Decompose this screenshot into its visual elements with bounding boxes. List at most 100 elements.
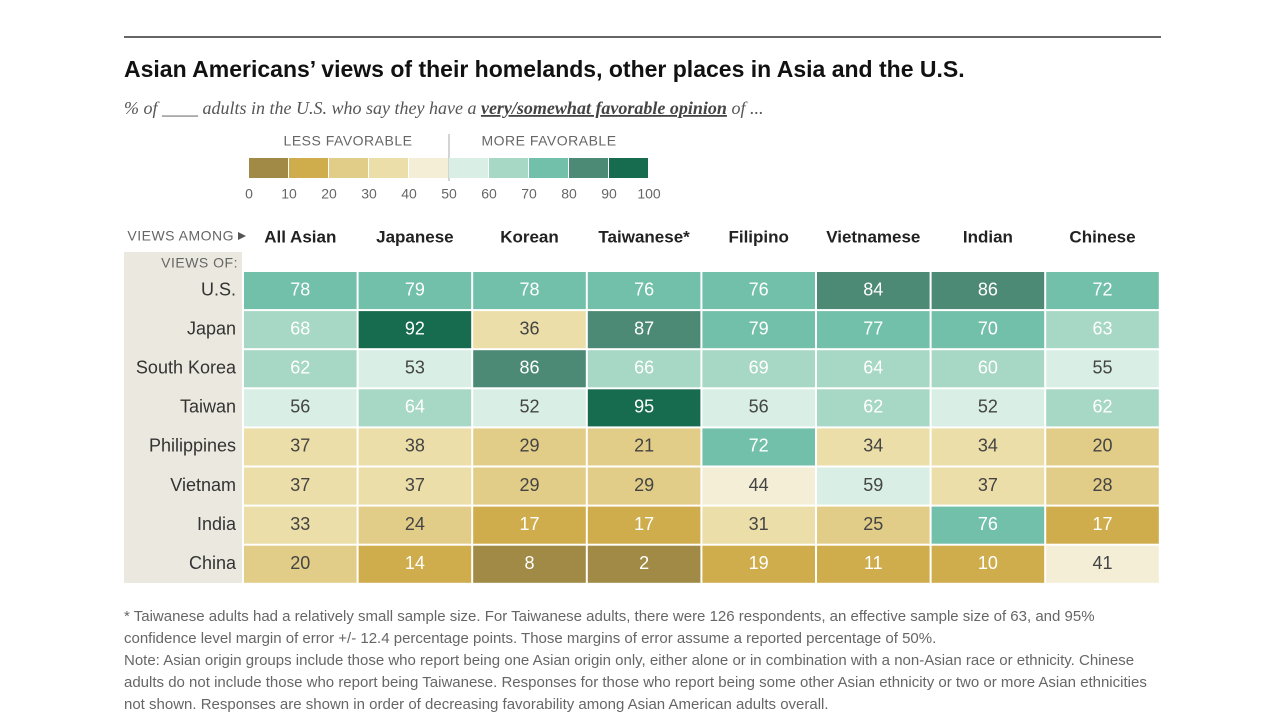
legend-tick-label: 60 [481, 186, 497, 202]
cell-label: 84 [863, 279, 883, 299]
legend-tick-label: 20 [321, 186, 337, 202]
cell-label: 95 [634, 397, 654, 417]
heatmap-cell [817, 350, 930, 388]
heatmap-cell [473, 545, 586, 583]
cell-label: 24 [405, 514, 425, 534]
cell-label: 19 [749, 553, 769, 573]
heatmap-cell [587, 428, 701, 466]
heatmap-cell [817, 545, 930, 583]
column-label: Chinese [1069, 227, 1135, 246]
column-label: Korean [500, 227, 559, 246]
heatmap-cell [244, 350, 357, 388]
row-header: VIEWS OF: [161, 255, 238, 271]
cell-label: 62 [290, 358, 310, 378]
cell-label: 29 [519, 475, 539, 495]
heatmap-cell [244, 545, 357, 583]
legend-swatch [409, 158, 448, 178]
cell-label: 59 [863, 475, 883, 495]
column-header: VIEWS AMONG [127, 228, 234, 244]
heatmap-cell [358, 350, 472, 388]
row-label: U.S. [201, 279, 236, 299]
heatmap-cell [244, 428, 357, 466]
heatmap-cell [1046, 428, 1159, 466]
cell-label: 55 [1092, 358, 1112, 378]
cell-label: 37 [978, 475, 998, 495]
heatmap-cell [587, 506, 701, 544]
cell-label: 62 [863, 397, 883, 417]
cell-label: 37 [290, 475, 310, 495]
column-label: Vietnamese [826, 227, 920, 246]
cell-label: 60 [978, 358, 998, 378]
cell-label: 17 [634, 514, 654, 534]
column-header-arrow [238, 232, 246, 240]
cell-label: 86 [978, 279, 998, 299]
heatmap-cell [1046, 350, 1159, 388]
legend-swatch [529, 158, 568, 178]
cell-label: 53 [405, 358, 425, 378]
heatmap-cell [702, 350, 815, 388]
row-label: India [197, 514, 237, 534]
cell-label: 52 [519, 397, 539, 417]
heatmap-cell [702, 272, 815, 310]
heatmap-cell [1046, 272, 1159, 310]
cell-label: 17 [1092, 514, 1112, 534]
row-label-background [124, 252, 242, 583]
subtitle-part: of ... [727, 98, 764, 118]
heatmap-cell [587, 389, 701, 427]
legend-more-label: MORE FAVORABLE [481, 133, 616, 149]
heatmap-cell [817, 272, 930, 310]
cell-label: 8 [524, 553, 534, 573]
column-label: Filipino [728, 227, 788, 246]
legend-swatch [289, 158, 328, 178]
footnote: * Taiwanese adults had a relatively smal… [124, 608, 1095, 647]
heatmap-cell [473, 467, 586, 505]
legend-tick-label: 30 [361, 186, 377, 202]
row-label: South Korea [136, 358, 237, 378]
legend-tick-label: 90 [601, 186, 617, 202]
legend-tick-label: 10 [281, 186, 297, 202]
heatmap-cell [473, 311, 586, 349]
heatmap-cell [358, 428, 472, 466]
heatmap-cell [702, 311, 815, 349]
heatmap-cell [244, 506, 357, 544]
legend-tick-label: 70 [521, 186, 537, 202]
legend-tick-label: 0 [245, 186, 253, 202]
heatmap-cell [587, 350, 701, 388]
cell-label: 56 [749, 397, 769, 417]
heatmap-cell [587, 311, 701, 349]
cell-label: 86 [519, 358, 539, 378]
cell-label: 34 [978, 436, 998, 456]
row-label: Philippines [149, 436, 236, 456]
cell-label: 66 [634, 358, 654, 378]
heatmap-cell [473, 272, 586, 310]
legend-less-label: LESS FAVORABLE [284, 133, 413, 149]
heatmap-cell [1046, 545, 1159, 583]
heatmap-cell [702, 506, 815, 544]
legend-swatch [449, 158, 488, 178]
cell-label: 87 [634, 318, 654, 338]
cell-label: 37 [290, 436, 310, 456]
heatmap-cell [587, 272, 701, 310]
cell-label: 10 [978, 553, 998, 573]
heatmap-cell [817, 311, 930, 349]
heatmap-cell [931, 545, 1045, 583]
heatmap-cell [931, 428, 1045, 466]
heatmap-cell [1046, 389, 1159, 427]
cell-label: 78 [519, 279, 539, 299]
heatmap-cell [1046, 311, 1159, 349]
row-label: Vietnam [170, 475, 236, 495]
cell-label: 52 [978, 397, 998, 417]
heatmap-cell [1046, 467, 1159, 505]
cell-label: 2 [639, 553, 649, 573]
cell-label: 92 [405, 318, 425, 338]
heatmap-cell [702, 389, 815, 427]
cell-label: 64 [405, 397, 425, 417]
heatmap-cell [473, 428, 586, 466]
heatmap-cell [931, 272, 1045, 310]
heatmap-cell [702, 467, 815, 505]
cell-label: 77 [863, 318, 883, 338]
cell-label: 76 [634, 279, 654, 299]
footnote: Note: Asian origin groups include those … [124, 652, 1147, 713]
cell-label: 31 [749, 514, 769, 534]
